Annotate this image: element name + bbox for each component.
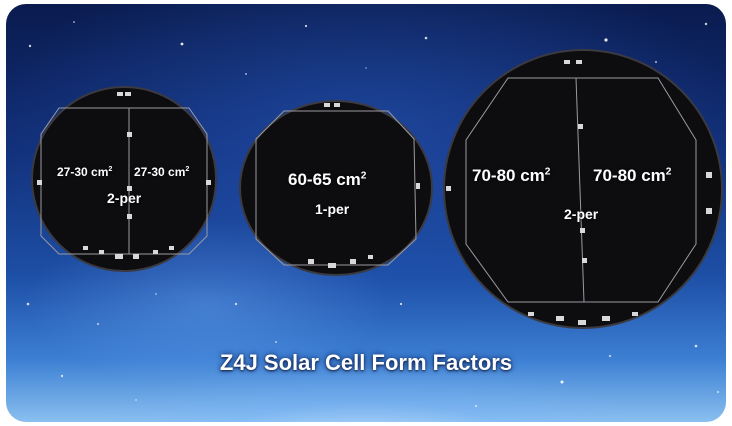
wafer-small-cell — [31, 86, 217, 272]
wafer-small — [29, 86, 219, 272]
wafer-small-left-area: 27-30 cm2 — [57, 164, 113, 179]
wafer-medium — [238, 99, 434, 277]
background-frame: 27-30 cm2 27-30 cm2 2-per 60-65 cm2 1-pe… — [6, 4, 726, 422]
wafer-large-right-area: 70-80 cm2 — [593, 166, 672, 185]
wafer-medium-area: 60-65 cm2 — [288, 170, 367, 189]
wafer-large-cell — [443, 49, 723, 329]
wafer-small-per: 2-per — [107, 190, 142, 206]
wafer-medium-per: 1-per — [315, 201, 350, 217]
wafer-small-right-area: 27-30 cm2 — [134, 164, 190, 179]
wafer-large — [438, 48, 726, 330]
starfield — [26, 21, 719, 407]
wafer-medium-cell — [239, 100, 433, 276]
caption-title: Z4J Solar Cell Form Factors — [219, 350, 513, 375]
wafer-large-per: 2-per — [564, 206, 599, 222]
wafer-large-left-area: 70-80 cm2 — [472, 166, 551, 185]
